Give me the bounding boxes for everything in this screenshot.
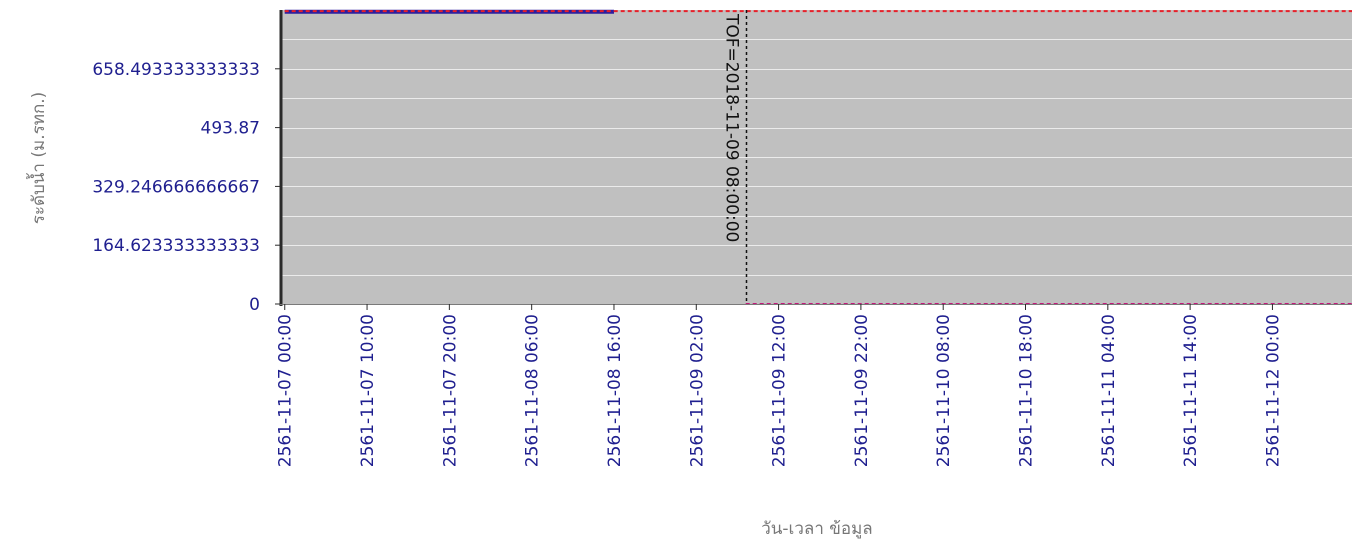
x-tick-label: 2561-11-08 16:00 — [605, 314, 625, 467]
y-tick-label: 0 — [249, 295, 260, 315]
annotation-label: TOF=2018-11-09 08:00:00 — [722, 13, 742, 242]
x-tick-label: 2561-11-07 00:00 — [276, 314, 296, 467]
x-axis: 2561-11-07 00:00 2561-11-07 10:00 2561-11-… — [276, 304, 1352, 467]
x-tick-label: 2561-11-07 10:00 — [358, 314, 378, 467]
x-axis-title: วัน-เวลา ข้อมูล — [761, 519, 872, 539]
x-tick-label: 2561-11-11 04:00 — [1099, 314, 1119, 467]
x-tick-label: 2561-11-07 20:00 — [440, 314, 460, 467]
y-tick-label: 493.87 — [201, 119, 260, 139]
y-axis-title: ระดับน้ำ (ม.รทก.) — [26, 92, 49, 225]
x-tick-label: 2561-11-10 08:00 — [934, 314, 954, 467]
x-tick-label: 2561-11-09 12:00 — [770, 314, 790, 467]
y-tick-label: 164.623333333333 — [92, 236, 260, 256]
x-tick-label: 2561-11-11 14:00 — [1181, 314, 1201, 467]
x-tick-label: 2561-11-09 22:00 — [852, 314, 872, 467]
y-axis: 0 164.623333333333 329.246666666667 493.87 6… — [92, 10, 283, 315]
y-tick-label: 329.246666666667 — [92, 177, 260, 197]
x-tick-label: 2561-11-08 06:00 — [523, 314, 543, 467]
x-tick-label: 2561-11-12 00:00 — [1263, 314, 1283, 467]
annotations: TOF=2018-11-09 08:00:00 — [722, 10, 748, 304]
x-tick-label: 2561-11-09 02:00 — [687, 314, 707, 467]
gridlines — [282, 39, 1352, 276]
y-tick-label: 658.493333333333 — [92, 60, 260, 80]
x-tick-label: 2561-11-10 18:00 — [1017, 314, 1037, 467]
